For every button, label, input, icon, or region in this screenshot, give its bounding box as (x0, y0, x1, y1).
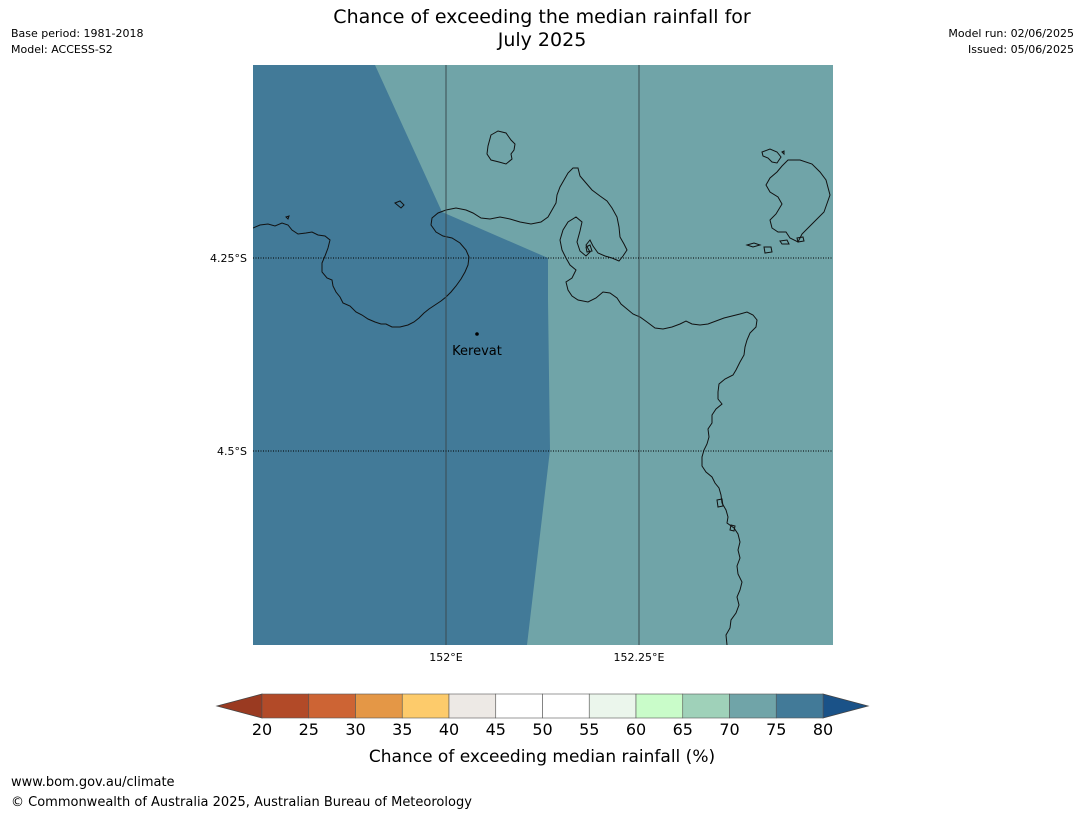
coastline-islet-9 (729, 524, 736, 532)
colorbar-tick-label: 80 (813, 720, 833, 739)
page-title: Chance of exceeding the median rainfall … (242, 6, 842, 52)
colorbar-bin (448, 693, 497, 719)
lon-label-152e: 152°E (429, 651, 462, 664)
coastline-main-island (253, 167, 758, 645)
title-line-2: July 2025 (497, 29, 587, 51)
footer-url: www.bom.gov.au/climate (11, 775, 175, 790)
colorbar-bin (495, 693, 543, 719)
colorbar-tick-label: 70 (719, 720, 739, 739)
colorbar-bin (401, 693, 450, 719)
metadata-right: Model run: 02/06/2025 Issued: 05/06/2025 (948, 26, 1074, 58)
colorbar-tick-label: 50 (532, 720, 552, 739)
colorbar-tick-label: 20 (252, 720, 272, 739)
coastline-islet-8 (716, 498, 724, 508)
coastline-island-ne (761, 148, 782, 164)
colorbar-tick-label: 35 (392, 720, 412, 739)
colorbar-tick-label: 25 (299, 720, 319, 739)
coastline-islet-3 (585, 244, 593, 253)
coastline-islet-4 (745, 242, 762, 248)
coastline-islet-2 (285, 215, 290, 220)
colorbar-bin (308, 693, 356, 719)
colorbar-tick-label: 45 (486, 720, 506, 739)
colorbar-under-triangle (215, 693, 263, 719)
model-run-text: Model run: 02/06/2025 (948, 27, 1074, 40)
base-period-text: Base period: 1981-2018 (11, 27, 144, 40)
coastline-islet-1 (394, 200, 405, 209)
colorbar-tick-label: 75 (766, 720, 786, 739)
coastline (253, 130, 831, 645)
lon-label-152-25e: 152.25°E (614, 651, 665, 664)
coastline-islet-6 (779, 239, 790, 245)
colorbar-tick-label: 30 (345, 720, 365, 739)
coastline-island-north (486, 130, 516, 165)
colorbar-tick-label: 55 (579, 720, 599, 739)
colorbar-bin (682, 693, 730, 719)
metadata-left: Base period: 1981-2018 Model: ACCESS-S2 (11, 26, 143, 58)
map-panel (253, 65, 833, 645)
lat-label-4-25s: 4.25°S (210, 252, 247, 265)
colorbar-bin (542, 693, 590, 719)
coastline-islet-10 (781, 150, 785, 156)
kerevat-marker (475, 332, 479, 336)
coastline-islet-7 (796, 236, 805, 243)
lat-label-4-5s: 4.5°S (217, 445, 247, 458)
colorbar-bin (729, 693, 777, 719)
colorbar-title: Chance of exceeding median rainfall (%) (369, 747, 715, 767)
colorbar-over-triangle (822, 693, 870, 719)
colorbar-tick-label: 40 (439, 720, 459, 739)
colorbar-bin (355, 693, 403, 719)
colorbar-bin (775, 693, 824, 719)
title-line-1: Chance of exceeding the median rainfall … (333, 6, 751, 28)
coastline-island-east (765, 159, 831, 243)
model-text: Model: ACCESS-S2 (11, 43, 113, 56)
region-west (253, 65, 550, 645)
colorbar-bin (588, 693, 637, 719)
colorbar: 20 25 30 35 40 45 50 55 60 65 70 75 80 Chance of exc… (215, 693, 870, 767)
place-label-kerevat: Kerevat (452, 344, 502, 359)
colorbar-bin (635, 693, 684, 719)
issued-text: Issued: 05/06/2025 (967, 43, 1074, 56)
coastline-islet-5 (763, 246, 773, 254)
colorbar-tick-label: 65 (673, 720, 693, 739)
colorbar-bin (261, 693, 310, 719)
colorbar-tick-label: 60 (626, 720, 646, 739)
footer-copyright: © Commonwealth of Australia 2025, Austra… (11, 795, 472, 810)
